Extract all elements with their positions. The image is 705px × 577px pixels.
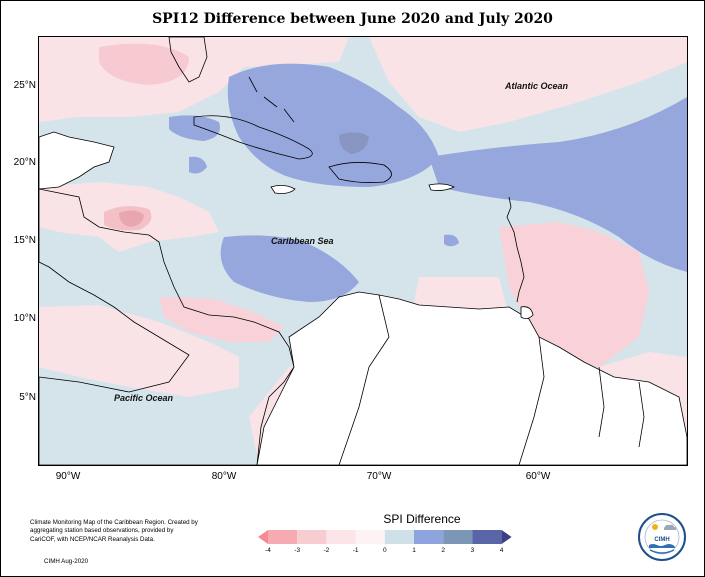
credit-date: CIMH Aug-2020: [44, 558, 89, 565]
lat-label-15n: 15°N: [13, 235, 36, 246]
legend-tick-label: -1: [352, 547, 359, 554]
map-canvas: [39, 37, 687, 465]
border-venezuela-guyana: [518, 336, 545, 465]
legend-tick-label: 4: [499, 547, 504, 554]
lon-label-90w: 90°W: [55, 471, 81, 482]
legend-tick-label: -3: [294, 547, 301, 554]
legend-tick-label: 0: [382, 547, 387, 554]
label-pacific-ocean: Pacific Ocean: [114, 393, 174, 403]
legend-cell: [355, 530, 385, 544]
legend-tick-label: 3: [470, 547, 475, 554]
land-florida: [168, 37, 208, 83]
field-positive-small-2: [444, 234, 459, 247]
land-bahamas: [248, 76, 295, 123]
land-central-america: [39, 188, 295, 465]
label-atlantic-ocean: Atlantic Ocean: [505, 81, 569, 91]
legend-cell: [384, 530, 414, 544]
legend-cell: [472, 530, 502, 544]
legend-cell: [414, 530, 444, 544]
lon-label-60w: 60°W: [525, 471, 551, 482]
field-positive-small-1: [189, 156, 207, 174]
lon-label-70w: 70°W: [366, 471, 392, 482]
spi-difference-map: [38, 36, 688, 466]
credit-text: Climate Monitoring Map of the Caribbean …: [30, 519, 198, 543]
legend-cell: [268, 530, 298, 544]
field-positive-caribbean: [220, 235, 359, 302]
land-mexico: [39, 131, 115, 190]
map-title: SPI12 Difference between June 2020 and J…: [152, 11, 553, 27]
legend-cell: [297, 530, 327, 544]
border-colombia-venezuela: [338, 294, 390, 465]
legend-arrow-min: [258, 530, 268, 544]
legend-arrow-max: [501, 530, 512, 544]
land-hispaniola: [328, 162, 392, 183]
field-positive-hispaniola: [339, 132, 369, 154]
legend-title: SPI Difference: [383, 512, 461, 526]
border-guyana-suriname: [598, 366, 605, 438]
legend-cell: [326, 530, 356, 544]
land-puerto-rico: [428, 183, 455, 191]
land-trinidad: [520, 306, 534, 319]
field-negative-gulf: [99, 43, 189, 85]
legend-tick-label: -4: [265, 547, 271, 554]
lat-label-20n: 20°N: [13, 157, 36, 168]
cimh-logo: CIMH: [638, 513, 686, 561]
label-caribbean-sea: Caribbean Sea: [271, 236, 334, 246]
field-positive-atlantic: [429, 97, 687, 272]
legend-cell: [443, 530, 473, 544]
land-jamaica: [270, 185, 296, 194]
legend-tick-label: 1: [412, 547, 416, 554]
field-negative-panama: [159, 297, 284, 342]
border-suriname-guiana: [638, 381, 645, 448]
legend-tick-label: -2: [323, 547, 330, 554]
field-negative-east-caribbean: [499, 222, 649, 367]
cloud-icon: [664, 524, 677, 530]
field-positive-bahamas: [227, 63, 439, 187]
legend-cells: [258, 530, 512, 544]
land-lesser-antilles: [506, 196, 525, 303]
field-positive-cuba-w: [169, 115, 220, 141]
land-outlines: [39, 37, 687, 465]
field-negative-honduras-core: [119, 210, 144, 227]
land-cuba: [193, 115, 313, 160]
legend-colorbar: [258, 530, 512, 544]
lon-label-80w: 80°W: [211, 471, 237, 482]
field-negative-atlantic-n: [369, 37, 687, 132]
wave-icon: [649, 544, 675, 548]
logo-text: CIMH: [654, 537, 669, 543]
field-negative-pacific: [39, 305, 239, 397]
wave-icon-lower: [649, 549, 675, 554]
lat-label-5n: 5°N: [19, 392, 36, 403]
lat-label-10n: 10°N: [13, 313, 36, 324]
sun-icon: [652, 524, 658, 530]
land-south-america: [256, 291, 687, 465]
lat-label-25n: 25°N: [13, 80, 36, 91]
legend-tick-label: 2: [441, 547, 445, 554]
